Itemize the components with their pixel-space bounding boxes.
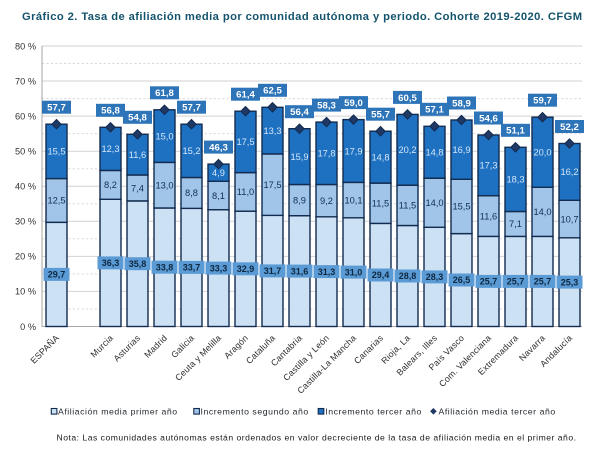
svg-text:10,1: 10,1 bbox=[344, 195, 362, 205]
svg-text:17,5: 17,5 bbox=[263, 180, 281, 190]
svg-text:10 %: 10 % bbox=[15, 287, 36, 297]
svg-text:33,3: 33,3 bbox=[210, 263, 228, 273]
svg-text:30 %: 30 % bbox=[15, 217, 36, 227]
svg-text:11,0: 11,0 bbox=[237, 187, 254, 197]
svg-text:8,8: 8,8 bbox=[185, 188, 198, 198]
svg-text:15,0: 15,0 bbox=[155, 131, 173, 141]
svg-text:31,0: 31,0 bbox=[345, 267, 363, 277]
svg-text:29,4: 29,4 bbox=[372, 270, 390, 280]
svg-text:15,2: 15,2 bbox=[182, 146, 200, 156]
svg-text:13,0: 13,0 bbox=[155, 181, 173, 191]
svg-text:33,7: 33,7 bbox=[183, 263, 201, 273]
svg-text:35,8: 35,8 bbox=[129, 259, 147, 269]
svg-text:12,3: 12,3 bbox=[101, 144, 119, 154]
svg-text:18,3: 18,3 bbox=[506, 175, 524, 185]
svg-text:33,8: 33,8 bbox=[156, 262, 174, 272]
svg-text:0 %: 0 % bbox=[20, 322, 36, 332]
svg-text:8,2: 8,2 bbox=[104, 180, 117, 190]
svg-text:52,2: 52,2 bbox=[560, 122, 579, 133]
svg-text:15,9: 15,9 bbox=[290, 152, 308, 162]
svg-text:51,1: 51,1 bbox=[506, 126, 525, 137]
svg-text:54,6: 54,6 bbox=[479, 113, 498, 124]
svg-text:26,5: 26,5 bbox=[453, 275, 471, 285]
svg-text:25,7: 25,7 bbox=[507, 277, 525, 287]
svg-text:56,8: 56,8 bbox=[101, 106, 120, 117]
svg-text:12,5: 12,5 bbox=[47, 196, 65, 206]
svg-text:Gráfico 2. Tasa de afiliación: Gráfico 2. Tasa de afiliación media por … bbox=[22, 11, 582, 23]
svg-text:Afiliación media tercer año: Afiliación media tercer año bbox=[439, 406, 556, 416]
svg-text:25,7: 25,7 bbox=[534, 277, 552, 287]
svg-text:59,0: 59,0 bbox=[344, 98, 363, 109]
svg-text:7,1: 7,1 bbox=[509, 219, 522, 229]
svg-text:20,0: 20,0 bbox=[533, 148, 551, 158]
svg-text:28,8: 28,8 bbox=[399, 271, 417, 281]
svg-text:17,8: 17,8 bbox=[317, 149, 335, 159]
svg-text:61,8: 61,8 bbox=[155, 88, 174, 99]
svg-text:46,3: 46,3 bbox=[209, 143, 228, 154]
svg-text:17,5: 17,5 bbox=[236, 137, 254, 147]
svg-text:25,3: 25,3 bbox=[561, 277, 579, 287]
svg-text:4,9: 4,9 bbox=[212, 168, 225, 178]
svg-text:56,4: 56,4 bbox=[290, 107, 309, 118]
svg-text:7,4: 7,4 bbox=[131, 183, 144, 193]
svg-text:11,5: 11,5 bbox=[372, 199, 389, 209]
svg-text:Incremento segundo año: Incremento segundo año bbox=[201, 406, 309, 416]
svg-text:57,7: 57,7 bbox=[182, 103, 201, 114]
svg-text:59,7: 59,7 bbox=[533, 96, 552, 107]
svg-text:20 %: 20 % bbox=[15, 252, 36, 262]
svg-text:31,7: 31,7 bbox=[264, 266, 282, 276]
svg-text:11,5: 11,5 bbox=[399, 201, 416, 211]
svg-text:14,8: 14,8 bbox=[371, 152, 389, 162]
svg-text:61,4: 61,4 bbox=[236, 90, 255, 101]
svg-text:28,3: 28,3 bbox=[426, 272, 444, 282]
svg-text:11,6: 11,6 bbox=[480, 211, 497, 221]
svg-text:16,2: 16,2 bbox=[560, 167, 578, 177]
svg-text:20,2: 20,2 bbox=[398, 145, 416, 155]
svg-text:58,9: 58,9 bbox=[452, 98, 471, 109]
svg-text:14,0: 14,0 bbox=[533, 207, 551, 217]
svg-text:11,6: 11,6 bbox=[129, 150, 146, 160]
svg-text:8,9: 8,9 bbox=[293, 195, 306, 205]
svg-text:15,5: 15,5 bbox=[47, 147, 65, 157]
svg-text:62,5: 62,5 bbox=[263, 86, 282, 97]
svg-text:80 %: 80 % bbox=[15, 41, 36, 51]
svg-text:31,3: 31,3 bbox=[318, 267, 336, 277]
svg-text:10,7: 10,7 bbox=[560, 214, 578, 224]
svg-text:58,3: 58,3 bbox=[317, 101, 336, 112]
svg-text:57,7: 57,7 bbox=[47, 103, 66, 114]
svg-text:14,0: 14,0 bbox=[425, 198, 443, 208]
svg-text:29,7: 29,7 bbox=[48, 270, 66, 280]
svg-text:57,1: 57,1 bbox=[425, 105, 444, 116]
svg-text:16,9: 16,9 bbox=[452, 145, 470, 155]
svg-text:15,5: 15,5 bbox=[452, 202, 470, 212]
svg-text:40 %: 40 % bbox=[15, 182, 36, 192]
svg-text:Incremento tercer año: Incremento tercer año bbox=[325, 406, 422, 416]
svg-text:8,1: 8,1 bbox=[212, 191, 225, 201]
svg-text:60,5: 60,5 bbox=[398, 93, 417, 104]
svg-text:36,3: 36,3 bbox=[102, 258, 120, 268]
svg-text:31,6: 31,6 bbox=[291, 266, 309, 276]
svg-text:55,7: 55,7 bbox=[371, 110, 390, 121]
svg-text:17,3: 17,3 bbox=[479, 161, 497, 171]
svg-text:70 %: 70 % bbox=[15, 76, 36, 86]
svg-text:Afiliación media primer año: Afiliación media primer año bbox=[58, 406, 178, 416]
svg-text:Nota: Las comunidades autónoma: Nota: Las comunidades autónomas están or… bbox=[57, 433, 577, 443]
svg-text:13,3: 13,3 bbox=[263, 126, 281, 136]
svg-text:17,9: 17,9 bbox=[344, 146, 362, 156]
svg-text:14,8: 14,8 bbox=[425, 148, 443, 158]
svg-text:32,9: 32,9 bbox=[237, 264, 255, 274]
svg-text:60 %: 60 % bbox=[15, 111, 36, 121]
svg-text:54,8: 54,8 bbox=[128, 113, 147, 124]
svg-text:50 %: 50 % bbox=[15, 147, 36, 157]
svg-text:9,2: 9,2 bbox=[320, 196, 333, 206]
svg-text:25,7: 25,7 bbox=[480, 277, 498, 287]
